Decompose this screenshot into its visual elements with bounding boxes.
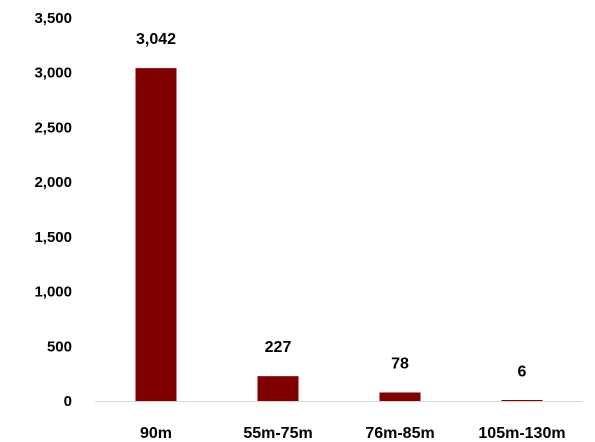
bar: [379, 392, 421, 401]
y-tick-label: 3,000: [34, 65, 72, 82]
bar: [501, 400, 543, 401]
x-tick-label: 55m-75m: [243, 425, 312, 442]
x-tick-label: 90m: [140, 425, 172, 442]
data-label: 6: [518, 363, 527, 380]
data-label: 3,042: [136, 31, 176, 48]
bar: [135, 68, 177, 401]
y-tick-label: 2,500: [34, 119, 72, 136]
y-axis-ticks: 0 500 1,000 1,500 2,000 2,500 3,000 3,500: [34, 10, 72, 410]
y-tick-label: 3,500: [34, 10, 72, 27]
data-label: 78: [391, 355, 409, 372]
y-tick-label: 500: [47, 338, 72, 355]
x-tick-label: 76m-85m: [365, 425, 434, 442]
x-axis-tick-labels: 90m 55m-75m 76m-85m 105m-130m: [140, 425, 566, 442]
data-labels: 3,042 227 78 6: [136, 31, 527, 380]
y-tick-label: 1,000: [34, 284, 72, 301]
x-tick-label: 105m-130m: [478, 425, 565, 442]
y-tick-label: 1,500: [34, 229, 72, 246]
data-label: 227: [265, 339, 292, 356]
bars: [135, 68, 543, 401]
bar: [257, 376, 299, 401]
y-tick-label: 0: [64, 393, 72, 410]
y-tick-label: 2,000: [34, 174, 72, 191]
